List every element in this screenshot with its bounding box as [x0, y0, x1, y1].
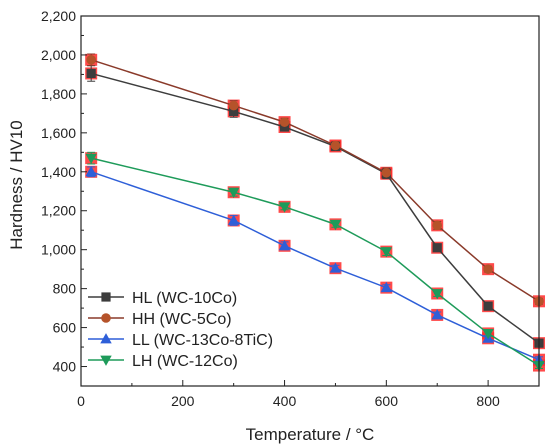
ticks: 0 200 400 600 800 400 600 800 1,000 1,200 1,400 1,6… — [41, 8, 500, 409]
y-tick-label: 1,000 — [41, 242, 76, 258]
y-tick-label: 2,200 — [41, 8, 76, 24]
legend-marker-2 — [100, 333, 112, 344]
data-point-1 — [432, 220, 443, 231]
data-point-0 — [86, 68, 96, 79]
legend-label-1: HH (WC-5Co) — [132, 311, 232, 328]
legend-marker-3 — [100, 355, 112, 366]
data-point-3 — [482, 328, 494, 340]
data-point-3 — [380, 247, 393, 258]
data-point-1 — [279, 117, 290, 127]
x-axis-label: Temperature / °C — [246, 425, 375, 444]
data-point-1 — [86, 55, 96, 65]
data-point-0 — [483, 301, 493, 311]
legend-label-3: LH (WC-12Co) — [132, 353, 238, 370]
x-tick-label: 800 — [476, 393, 500, 409]
y-tick-label: 1,400 — [41, 164, 76, 180]
y-tick-label: 600 — [53, 320, 77, 336]
legend-label-2: LL (WC-13Co-8TiC) — [132, 332, 273, 349]
axes — [80, 15, 540, 387]
data-point-3 — [227, 187, 240, 199]
y-tick-label: 800 — [53, 281, 77, 297]
x-tick-label: 400 — [273, 393, 297, 409]
data-point-3 — [431, 289, 443, 300]
series-line-3 — [91, 157, 540, 367]
x-tick-label: 600 — [375, 393, 399, 409]
y-tick-label: 1,800 — [41, 86, 76, 102]
y-tick-label: 400 — [53, 359, 77, 375]
legend-marker-1 — [101, 313, 111, 323]
y-tick-label: 1,200 — [41, 203, 76, 219]
plot-frame — [80, 15, 540, 387]
legend: HL (WC-10Co) HH (WC-5Co) LL (WC-13Co-8TiC)… — [88, 290, 273, 370]
y-tick-label: 2,000 — [41, 47, 76, 63]
x-tick-label: 200 — [171, 393, 195, 409]
data-point-1 — [228, 100, 239, 111]
data-point-3 — [278, 202, 291, 213]
data-point-2 — [380, 281, 393, 293]
data-point-2 — [227, 214, 240, 225]
data-point-1 — [330, 140, 341, 151]
x-tick-label: 0 — [77, 393, 85, 409]
data-point-2 — [431, 309, 443, 320]
data-point-3 — [329, 219, 342, 231]
y-axis-label: Hardness / HV10 — [7, 120, 26, 249]
data-point-2 — [85, 165, 97, 177]
y-tick-label: 1,600 — [41, 125, 76, 141]
legend-marker-0 — [101, 292, 111, 302]
series-line-1 — [90, 59, 540, 302]
series-line-0 — [90, 72, 540, 344]
data-point-2 — [329, 262, 342, 273]
data-point-1 — [483, 264, 493, 274]
legend-label-0: HL (WC-10Co) — [132, 290, 237, 307]
data-point-1 — [381, 167, 392, 178]
data-point-2 — [278, 239, 291, 251]
series-lines — [90, 59, 540, 367]
data-point-0 — [432, 243, 442, 253]
data-point-3 — [85, 153, 97, 165]
series-line-2 — [90, 171, 540, 361]
